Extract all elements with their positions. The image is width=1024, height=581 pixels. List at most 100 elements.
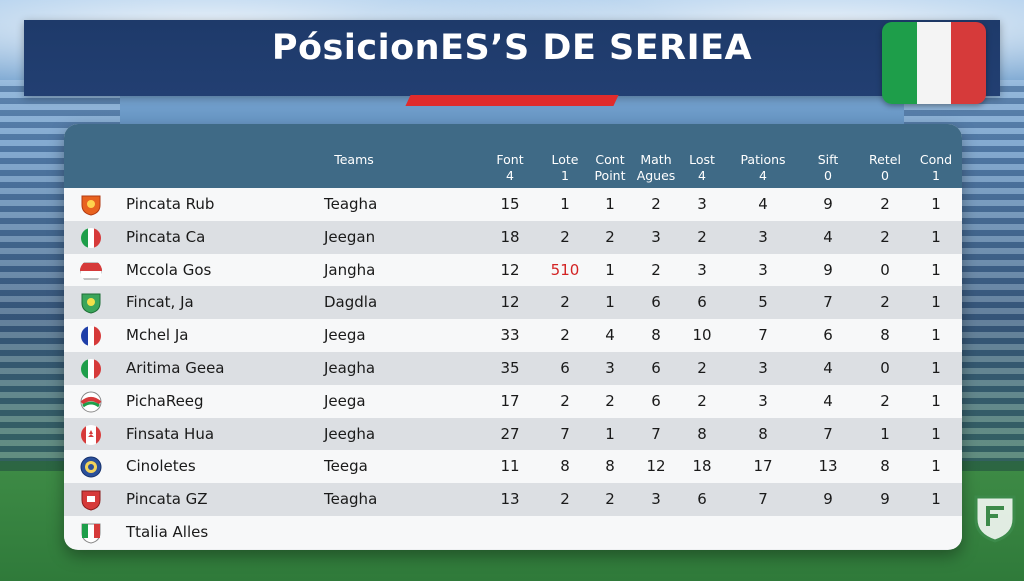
team-name: Jangha	[324, 260, 376, 279]
team-name: Jeegha	[324, 424, 376, 443]
stat-cell: 1	[931, 195, 941, 213]
header-col-8: Retel 0	[853, 152, 917, 184]
table-row[interactable]: Pincata GZ Teagha 13 2 2 3 6 7 9 9 1	[64, 483, 962, 516]
table-row[interactable]: Mchel Ja Jeega 33 2 4 8 10 7 6 8 1	[64, 319, 962, 352]
team-name: Jeega	[324, 391, 366, 410]
header-col-label: Pations	[740, 152, 786, 167]
table-row[interactable]: Pincata Rub Teagha 15 1 1 2 3 4 9 2 1	[64, 188, 962, 221]
stat-cell: 18	[692, 457, 712, 476]
club-name: Mchel Ja	[126, 326, 189, 345]
stat-cell	[486, 516, 534, 549]
club-name: Pincata GZ	[126, 490, 208, 509]
header-col-3: Cont Point	[578, 152, 642, 184]
stat-cell: 1	[605, 293, 615, 312]
stat-cell: 6	[823, 326, 833, 345]
stat-cell: 6	[697, 293, 707, 312]
stat-cell: 17	[753, 457, 773, 476]
club-crest-icon	[80, 424, 102, 446]
header-col-sublabel: 4	[698, 168, 706, 183]
stat-cell: 1	[931, 260, 941, 279]
stat-cell: 8	[605, 457, 615, 476]
stat-cell	[912, 516, 960, 549]
club-crest-icon	[80, 194, 102, 216]
club-crest-icon	[80, 358, 102, 380]
stat-cell: 5	[758, 293, 768, 312]
club-crest-icon	[80, 456, 102, 478]
stat-cell: 9	[823, 195, 833, 213]
stat-cell: 3	[605, 358, 615, 377]
table-row[interactable]: Aritima Geea Jeagha 35 6 3 6 2 3 4 0 1	[64, 351, 962, 385]
club-name: Aritima Geea	[126, 358, 225, 377]
team-name: Jeegan	[324, 227, 376, 246]
stat-cell: 2	[880, 195, 890, 213]
stat-cell: 2	[605, 227, 615, 246]
stat-cell: 2	[880, 293, 890, 312]
stat-cell: 2	[697, 391, 707, 410]
stat-cell: 11	[500, 457, 520, 476]
stat-cell: 6	[697, 490, 707, 509]
header-teams: Teams	[334, 152, 374, 167]
stat-cell: 13	[818, 457, 838, 476]
stat-cell: 1	[931, 457, 941, 476]
stat-cell	[861, 516, 909, 549]
team-name: Teagha	[324, 195, 378, 213]
header-col-7: Sift 0	[796, 152, 860, 184]
stat-cell: 2	[651, 260, 661, 279]
table-row[interactable]: PichaReeg Jeega 17 2 2 6 2 3 4 2 1	[64, 384, 962, 418]
stat-cell: 9	[880, 490, 890, 509]
table-header: Teams Font 4 Lote 1 Cont Point Math Agues Lost 4 P…	[64, 124, 962, 188]
team-name: Teega	[324, 457, 368, 476]
stat-cell: 8	[880, 457, 890, 476]
table-row[interactable]: Finsata Hua Jeegha 27 7 1 7 8 8 7 1 1	[64, 417, 962, 451]
stat-cell: 8	[697, 424, 707, 443]
stat-cell: 33	[500, 326, 520, 345]
stat-cell: 15	[500, 195, 520, 213]
stat-cell: 2	[880, 227, 890, 246]
stat-cell: 1	[605, 424, 615, 443]
stat-cell: 8	[560, 457, 570, 476]
stat-cell: 1	[931, 293, 941, 312]
team-name: Jeega	[324, 326, 366, 345]
stat-cell: 2	[605, 391, 615, 410]
club-name: Pincata Ca	[126, 227, 206, 246]
standings-table: Teams Font 4 Lote 1 Cont Point Math Agues Lost 4 P…	[64, 124, 962, 550]
shield-logo-icon	[974, 495, 1016, 543]
table-row[interactable]: Mccola Gos Jangha 12 510 1 2 3 3 9 0 1	[64, 253, 962, 287]
header-col-label: Cond	[919, 152, 953, 167]
club-crest-icon	[80, 489, 102, 511]
club-name: Fincat, Ja	[126, 293, 194, 312]
stat-cell: 4	[823, 227, 833, 246]
stat-cell: 0	[880, 358, 890, 377]
stat-cell: 3	[758, 391, 768, 410]
stat-cell: 2	[560, 227, 570, 246]
stat-cell: 2	[697, 358, 707, 377]
club-crest-icon	[80, 292, 102, 314]
stat-cell: 4	[605, 326, 615, 345]
table-row[interactable]: Pincata Ca Jeegan 18 2 2 3 2 3 4 2 1	[64, 220, 962, 254]
stat-cell: 2	[560, 490, 570, 509]
club-crest-icon	[80, 227, 102, 249]
club-name: Pincata Rub	[126, 195, 215, 213]
table-row[interactable]: Fincat, Ja Dagdla 12 2 1 6 6 5 7 2 1	[64, 286, 962, 320]
stat-cell: 2	[560, 293, 570, 312]
header-col-label: Lost	[689, 152, 715, 167]
stat-cell: 9	[823, 260, 833, 279]
stat-cell: 18	[500, 227, 520, 246]
stat-cell: 1	[560, 195, 570, 213]
stat-cell: 8	[880, 326, 890, 345]
title-bar	[24, 20, 1000, 96]
stat-cell: 3	[758, 358, 768, 377]
page-title: PósicionES’S DE SERIEA	[271, 28, 753, 68]
stat-cell: 6	[651, 358, 661, 377]
table-body: Pincata Rub Teagha 15 1 1 2 3 4 9 2 1 Pincata Ca Jee…	[64, 188, 962, 549]
stat-cell: 3	[697, 260, 707, 279]
stat-cell: 17	[500, 391, 520, 410]
table-row[interactable]: Cinoletes Teega 11 8 8 12 18 17 13 8 1	[64, 450, 962, 484]
stat-cell	[804, 516, 852, 549]
table-row[interactable]: Ttalia Alles	[64, 515, 962, 549]
stat-cell	[632, 516, 680, 549]
header-col-2: Lote 1	[533, 152, 597, 184]
club-name: Finsata Hua	[126, 424, 215, 443]
club-crest-icon	[80, 391, 102, 413]
club-name: Ttalia Alles	[126, 522, 209, 541]
